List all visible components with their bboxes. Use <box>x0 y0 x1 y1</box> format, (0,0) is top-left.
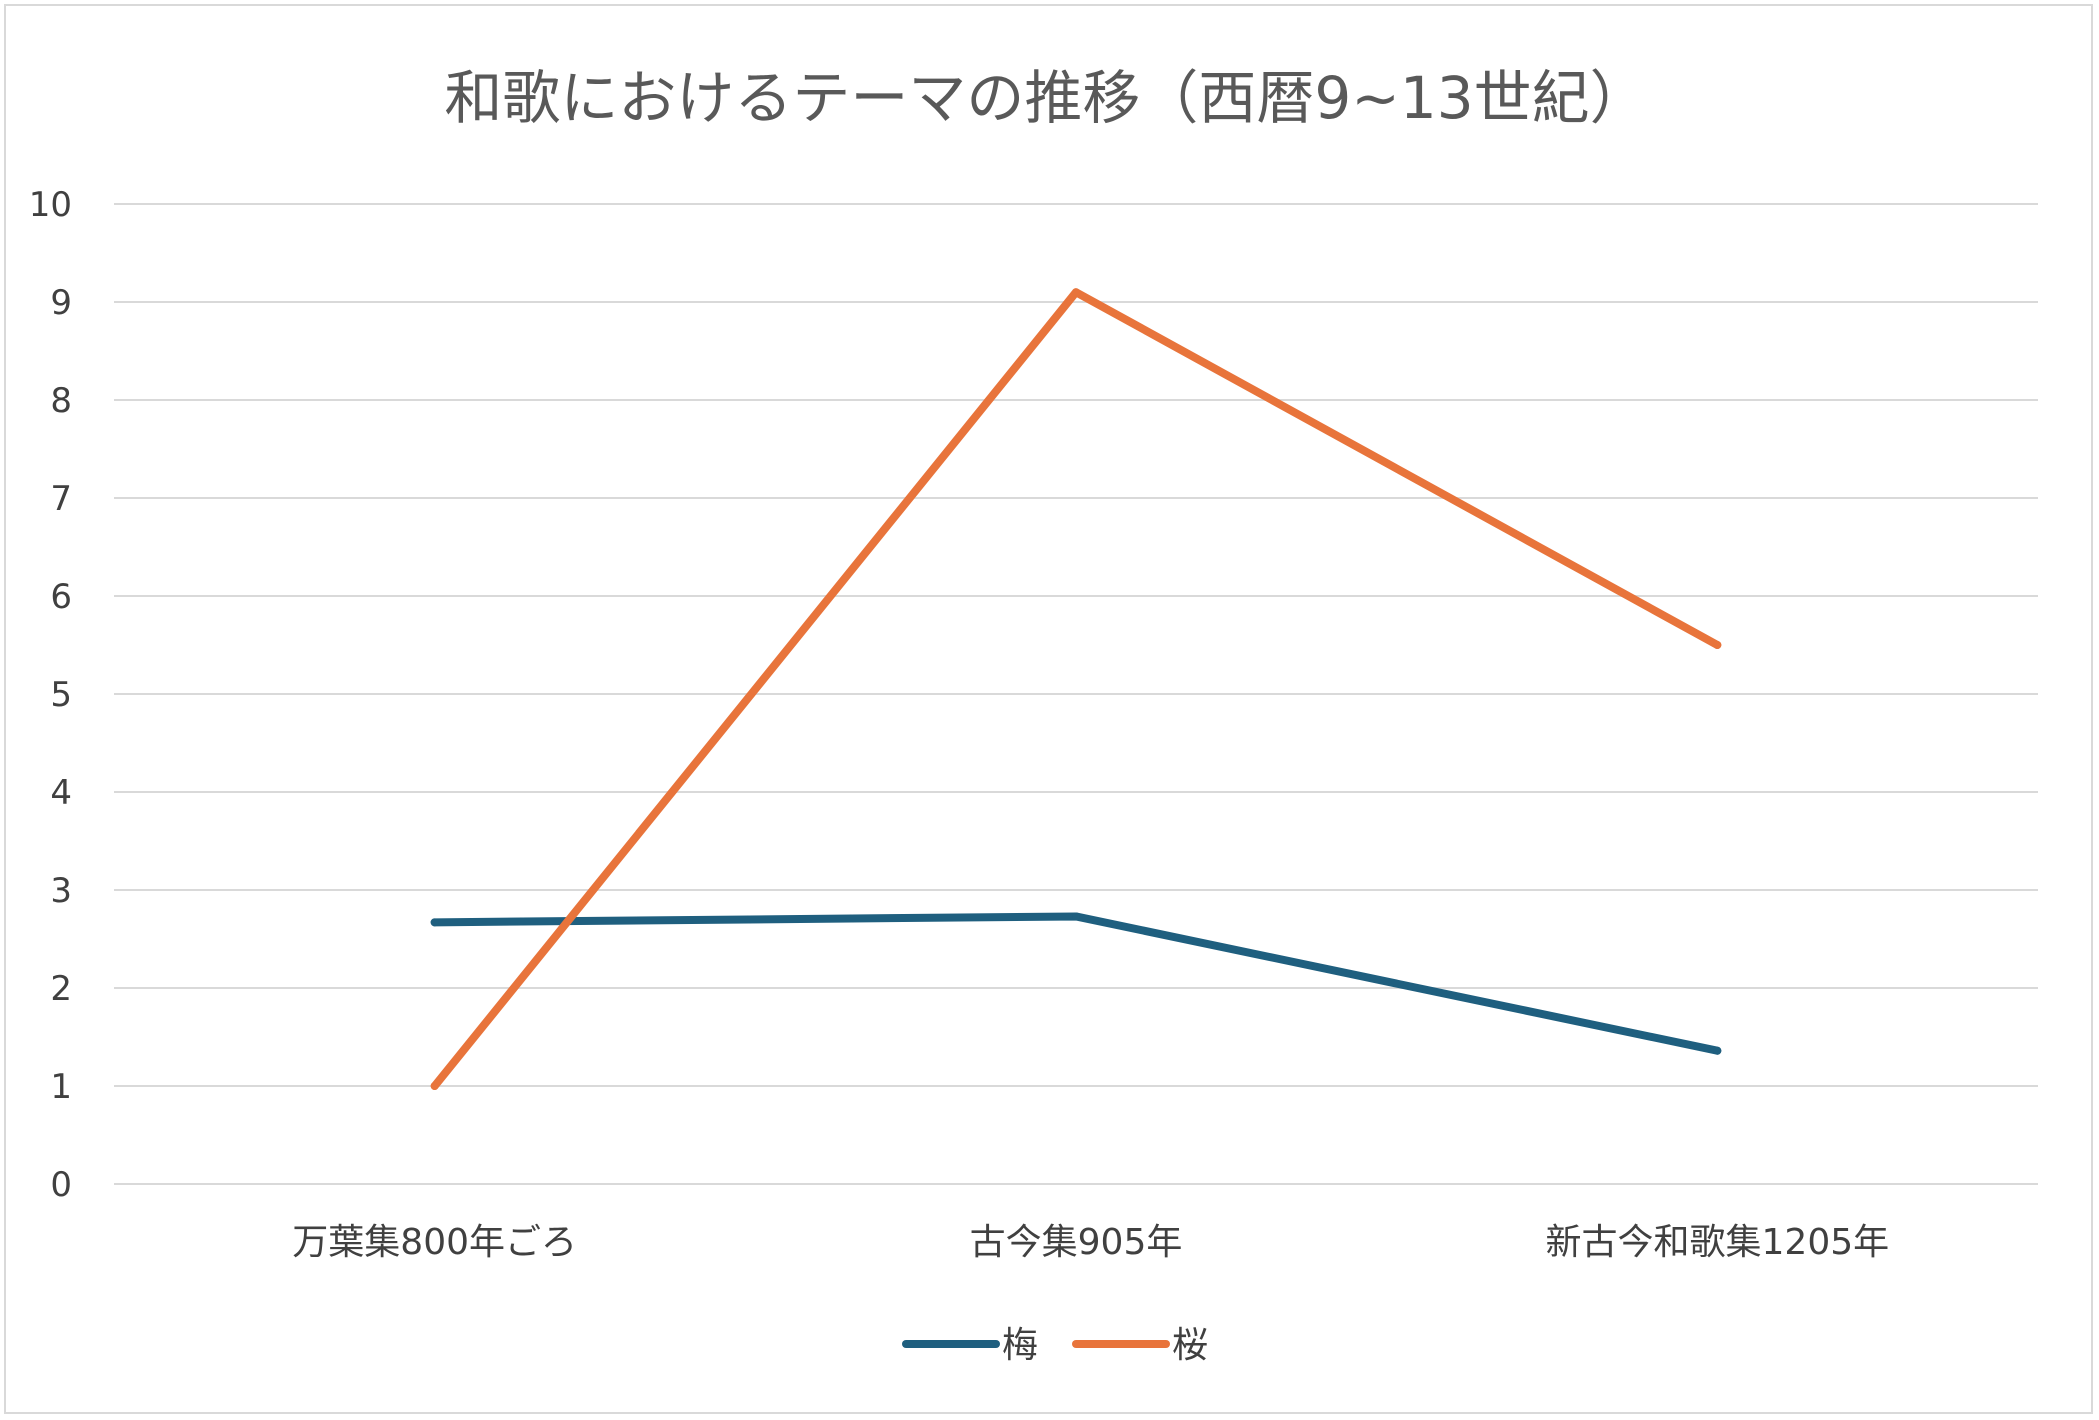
y-tick-label: 5 <box>50 675 72 715</box>
legend-label: 桜 <box>1172 1325 1208 1366</box>
line-chart: 和歌におけるテーマの推移（西暦9~13世紀） 0 1 2 3 4 5 6 7 8 9 10 万葉集8… <box>29 64 2038 1366</box>
x-axis-categories: 万葉集800年ごろ 古今集905年 新古今和歌集1205年 <box>292 1222 1889 1263</box>
chart-title: 和歌におけるテーマの推移（西暦9~13世紀） <box>444 64 1647 132</box>
y-tick-label: 4 <box>50 773 72 813</box>
chart-frame: 和歌におけるテーマの推移（西暦9~13世紀） 0 1 2 3 4 5 6 7 8 9 10 万葉集8… <box>4 4 2093 1414</box>
data-point <box>430 918 439 927</box>
y-tick-label: 8 <box>50 381 72 421</box>
legend: 梅桜 <box>902 1325 1208 1366</box>
y-axis-ticks: 0 1 2 3 4 5 6 7 8 9 10 <box>29 185 72 1205</box>
x-category-label: 万葉集800年ごろ <box>292 1222 577 1263</box>
gridlines <box>114 203 2038 1185</box>
series-line-1 <box>430 912 1722 1055</box>
series-lines <box>430 288 1722 1090</box>
y-tick-label: 1 <box>50 1067 72 1107</box>
y-tick-label: 7 <box>50 479 72 519</box>
y-tick-label: 10 <box>29 185 72 225</box>
y-tick-label: 2 <box>50 969 72 1009</box>
legend-label: 梅 <box>1002 1325 1038 1366</box>
y-tick-label: 0 <box>50 1165 72 1205</box>
data-point <box>1713 1046 1722 1055</box>
y-tick-label: 3 <box>50 871 72 911</box>
x-category-label: 新古今和歌集1205年 <box>1546 1222 1890 1263</box>
data-point <box>1072 288 1080 297</box>
data-point <box>1072 912 1080 921</box>
data-point <box>1713 641 1722 649</box>
y-tick-label: 9 <box>50 283 72 323</box>
x-category-label: 古今集905年 <box>970 1222 1183 1263</box>
data-point <box>430 1082 439 1090</box>
series-line-2 <box>430 288 1722 1090</box>
y-tick-label: 6 <box>50 577 72 617</box>
